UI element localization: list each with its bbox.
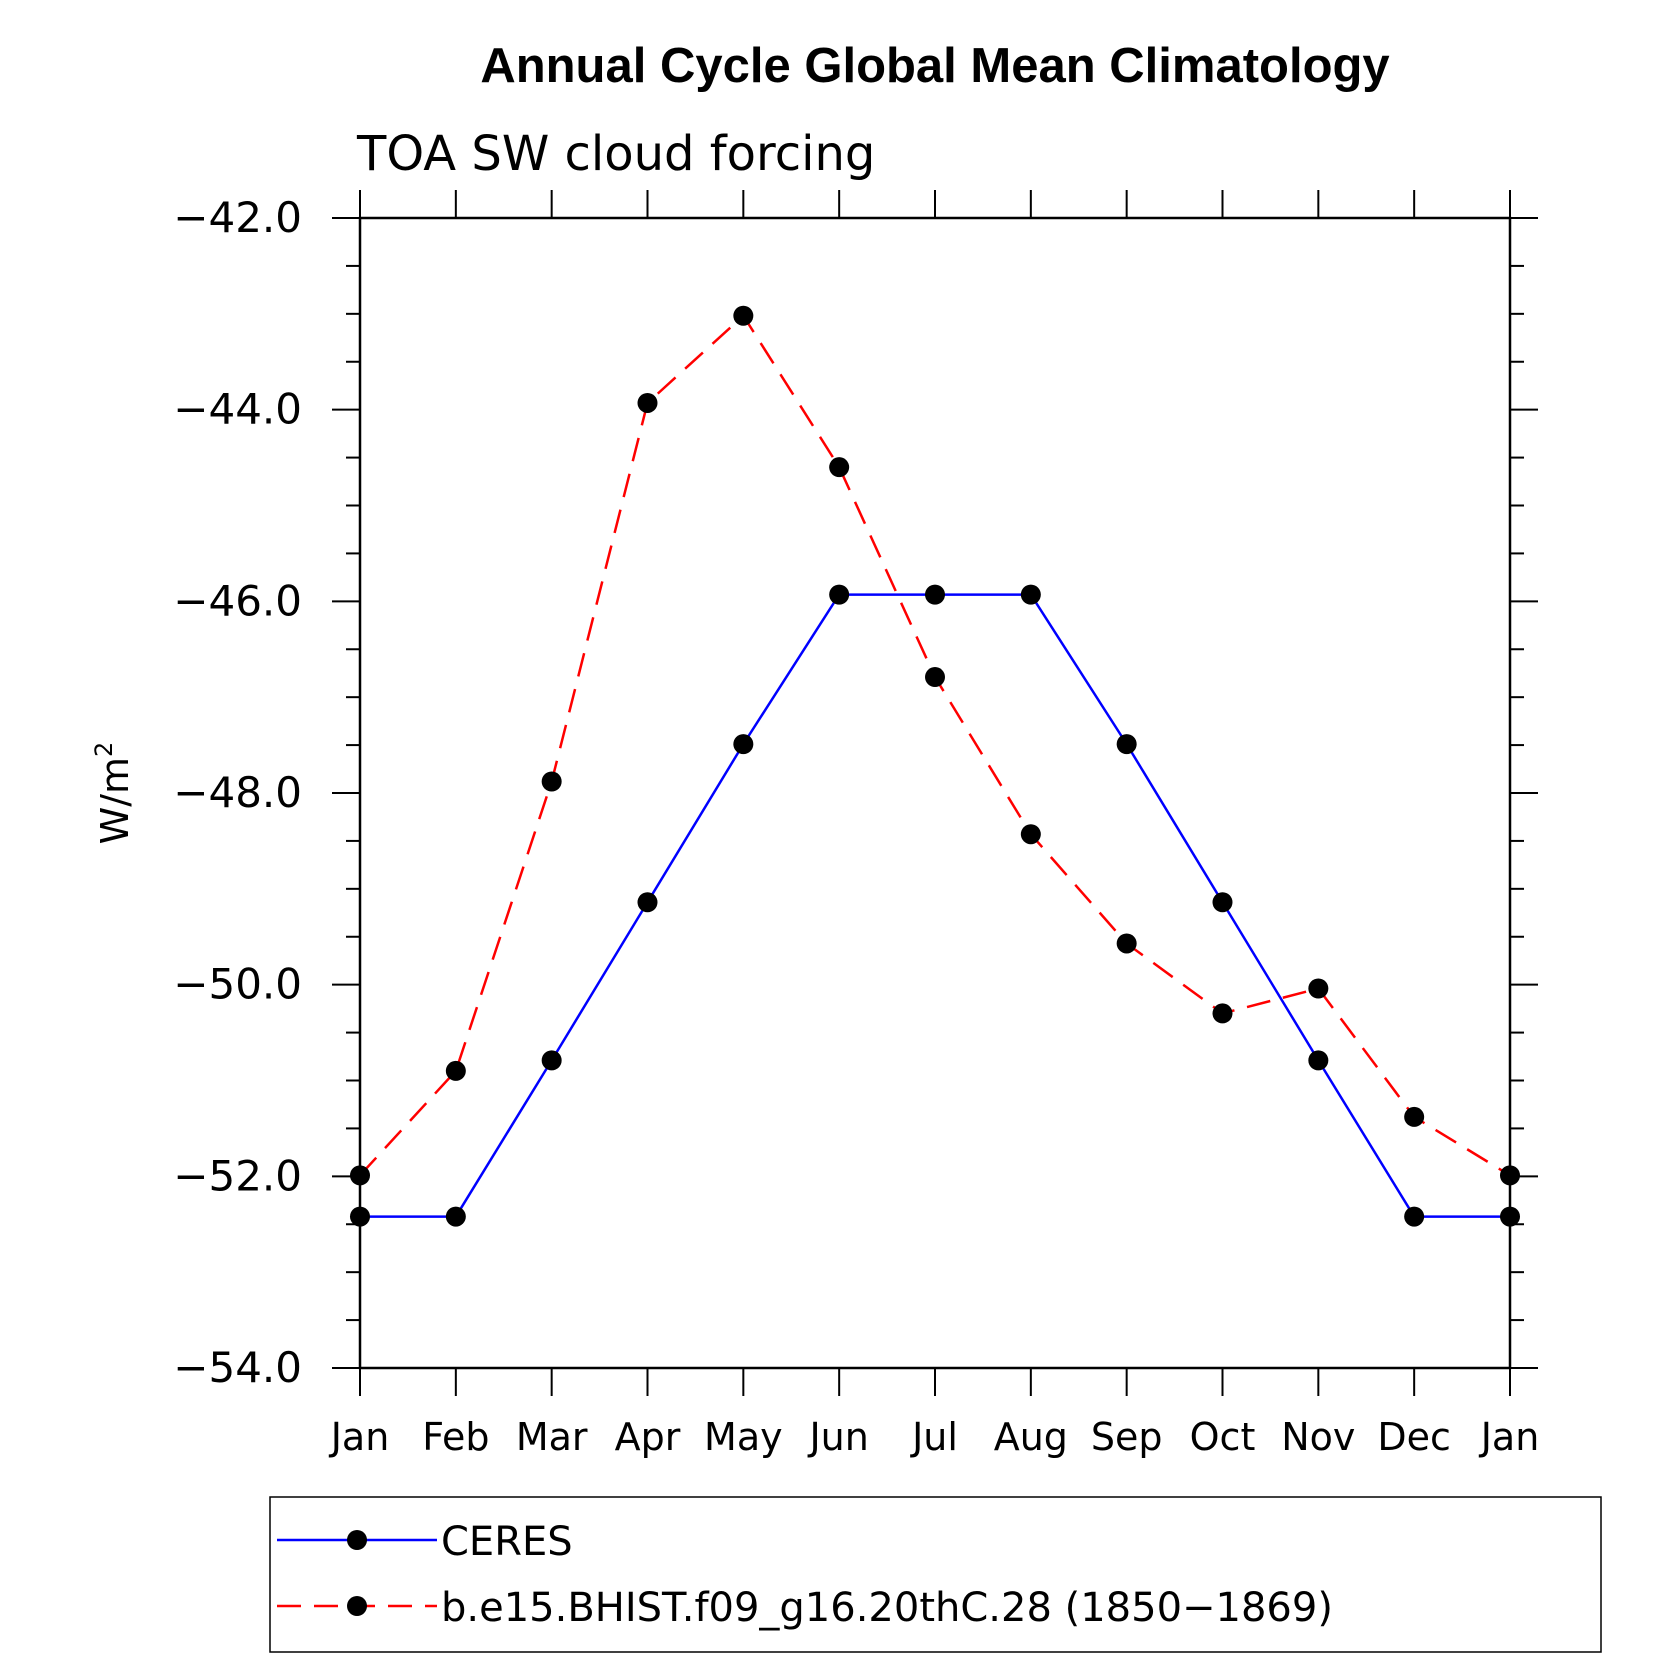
data-point — [1500, 1206, 1520, 1227]
data-point — [1308, 978, 1329, 999]
data-point — [1308, 1050, 1329, 1071]
y-tick-label: −48.0 — [173, 768, 302, 817]
data-point — [829, 584, 850, 605]
data-point — [925, 584, 945, 605]
x-tick-label: Aug — [994, 1415, 1068, 1459]
x-tick-label: Mar — [516, 1415, 588, 1459]
data-point — [541, 1050, 562, 1071]
data-point — [1020, 584, 1041, 605]
chart-subtitle: TOA SW cloud forcing — [356, 126, 875, 182]
data-point — [733, 305, 754, 326]
chart-title: Annual Cycle Global Mean Climatology — [480, 39, 1389, 93]
data-point — [1116, 933, 1137, 954]
data-point — [1020, 824, 1041, 845]
legend-swatch-marker — [347, 1596, 367, 1616]
y-tick-label: −44.0 — [173, 385, 302, 434]
plot-frame — [358, 216, 1512, 1370]
x-tick-label: Jan — [329, 1415, 390, 1459]
data-point — [1500, 1165, 1520, 1186]
data-point — [350, 1206, 370, 1227]
y-tick-label: −54.0 — [173, 1343, 302, 1392]
data-point — [350, 1165, 370, 1186]
legend: CERES b.e15.BHIST.f09_g16.20thC.28 (1850−… — [269, 1496, 1602, 1653]
data-point — [637, 392, 658, 413]
x-tick-label: Jan — [1479, 1415, 1540, 1459]
legend-swatch-marker — [347, 1530, 367, 1550]
x-tick-label: Sep — [1091, 1415, 1163, 1459]
x-tick-label: Jun — [807, 1415, 868, 1459]
legend-box — [269, 1496, 1602, 1653]
series-line — [359, 313, 1511, 1177]
data-point — [925, 667, 945, 688]
data-point — [541, 771, 562, 792]
y-axis-label: W/m2 — [90, 742, 137, 845]
data-point — [445, 1060, 466, 1081]
data-point — [637, 892, 658, 913]
data-point — [1212, 892, 1233, 913]
x-tick-label: Nov — [1281, 1415, 1355, 1459]
y-axis-label-text: W/m — [93, 757, 137, 844]
data-point — [1404, 1206, 1425, 1227]
legend-label: b.e15.BHIST.f09_g16.20thC.28 (1850−1869) — [441, 1585, 1333, 1631]
x-tick-label: Jul — [910, 1415, 958, 1459]
y-tick-label: −46.0 — [173, 576, 302, 625]
y-tick-label: −52.0 — [173, 1151, 302, 1200]
svg-text:W/m2: W/m2 — [90, 742, 137, 845]
x-tick-label: Feb — [422, 1415, 489, 1459]
series-lines — [350, 305, 1520, 1227]
data-point — [1404, 1106, 1425, 1127]
axes: −42.0 −44.0 −46.0 −48.0 −50.0 −52.0 −54.0 Jan Fe… — [173, 190, 1539, 1459]
x-tick-label: May — [704, 1415, 783, 1459]
data-point — [733, 734, 754, 755]
y-tick-label: −42.0 — [173, 193, 302, 242]
legend-entries: CERES b.e15.BHIST.f09_g16.20thC.28 (1850−… — [277, 1519, 1333, 1631]
y-axis-label-superscript: 2 — [90, 742, 118, 757]
data-point — [1116, 734, 1137, 755]
x-tick-label: Oct — [1190, 1415, 1256, 1459]
series-line — [360, 593, 1510, 1218]
x-tick-label: Apr — [615, 1415, 681, 1459]
legend-label: CERES — [441, 1519, 573, 1565]
x-tick-label: Dec — [1377, 1415, 1451, 1459]
data-point — [445, 1206, 466, 1227]
data-point — [829, 457, 850, 478]
y-tick-label: −50.0 — [173, 960, 302, 1009]
data-point — [1212, 1003, 1233, 1024]
